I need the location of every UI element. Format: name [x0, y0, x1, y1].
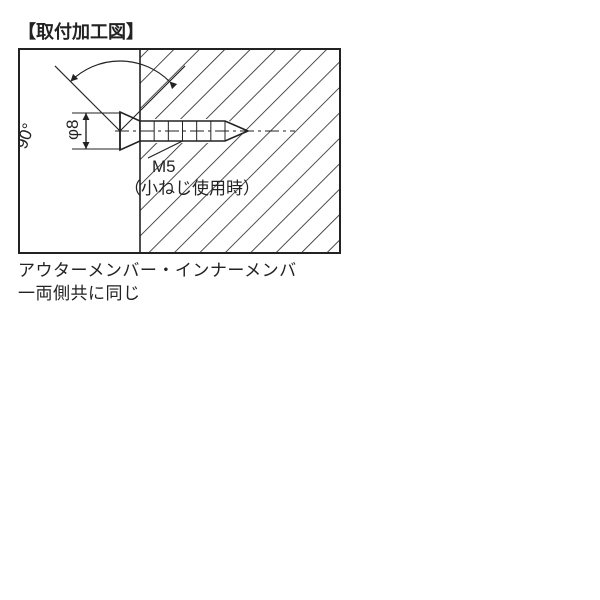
thread-note: （小ねじ使用時） — [124, 178, 260, 198]
angle-label: 90° — [20, 121, 39, 152]
caption-line-2: 一両側共に同じ — [18, 284, 141, 303]
thread-label: M5 — [152, 157, 176, 176]
caption-line-1: アウターメンバー・インナーメンバ — [18, 261, 297, 280]
diagram-svg: φ8 90° M5 （小ねじ使用時） — [20, 50, 339, 252]
diagram-title: 【取付加工図】 — [18, 18, 582, 44]
diagram-caption: アウターメンバー・インナーメンバ 一両側共に同じ — [18, 260, 348, 306]
diagram-frame: φ8 90° M5 （小ねじ使用時） — [18, 48, 341, 254]
diameter-label: φ8 — [63, 120, 82, 140]
